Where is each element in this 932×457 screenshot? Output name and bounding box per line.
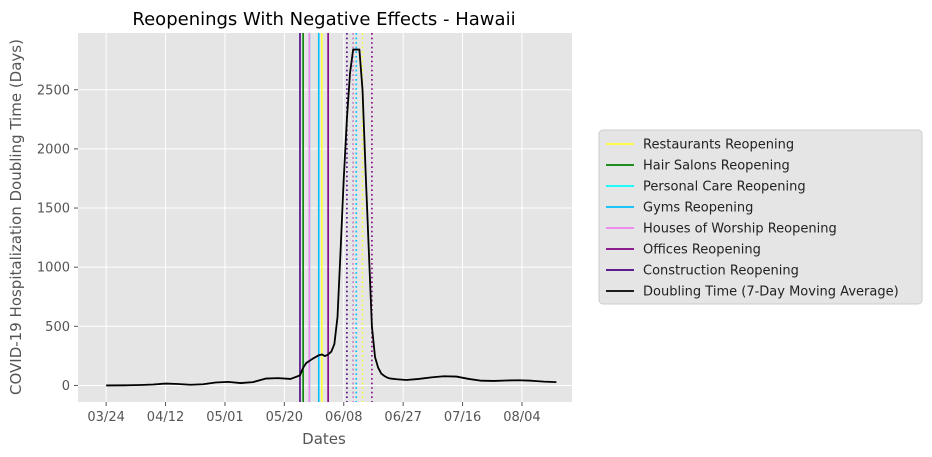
plot-area [78,33,572,402]
legend-items: Restaurants Reopening Hair Salons Reopeni… [606,138,899,300]
legend: Restaurants Reopening Hair Salons Reopeni… [598,129,923,305]
y-axis-label: COVID-19 Hospitalization Doubling Time (… [7,39,25,395]
chart-title: Reopenings With Negative Effects - Hawai… [132,9,515,30]
legend-label: Offices Reopening [643,243,761,258]
y-tick-label: 0 [62,379,70,394]
grid [78,33,572,402]
x-tick-label: 07/16 [444,410,481,425]
x-tick-label: 04/12 [147,410,184,425]
x-tick-label: 05/20 [266,410,303,425]
y-tick-label: 500 [45,320,70,335]
legend-label: Gyms Reopening [643,201,753,216]
reopening-lines [299,33,373,402]
legend-label: Hair Salons Reopening [643,159,790,174]
x-tick-label: 06/27 [384,410,421,425]
legend-label: Restaurants Reopening [643,138,794,153]
x-tick-label: 08/04 [503,410,540,425]
series-layer [106,48,557,387]
legend-label: Doubling Time (7-Day Moving Average) [643,285,899,300]
x-axis-label: Dates [302,430,346,448]
x-tick-label: 06/08 [325,410,362,425]
legend-label: Houses of Worship Reopening [643,222,837,237]
y-tick-label: 2500 [37,83,70,98]
y-tick-label: 1500 [37,202,70,217]
x-tick-label: 05/01 [206,410,243,425]
y-tick-label: 2000 [37,142,70,157]
legend-box [598,129,923,305]
legend-label: Personal Care Reopening [643,180,806,195]
x-axis-ticks: 03/24 04/12 05/01 05/20 06/08 06/27 07/16 08/04 [87,402,541,425]
y-tick-label: 1000 [37,261,70,276]
x-tick-label: 03/24 [87,410,124,425]
doubling-time-line [106,48,557,387]
legend-label: Construction Reopening [643,264,799,279]
y-axis-ticks: 0 500 1000 1500 2000 2500 [37,83,78,394]
